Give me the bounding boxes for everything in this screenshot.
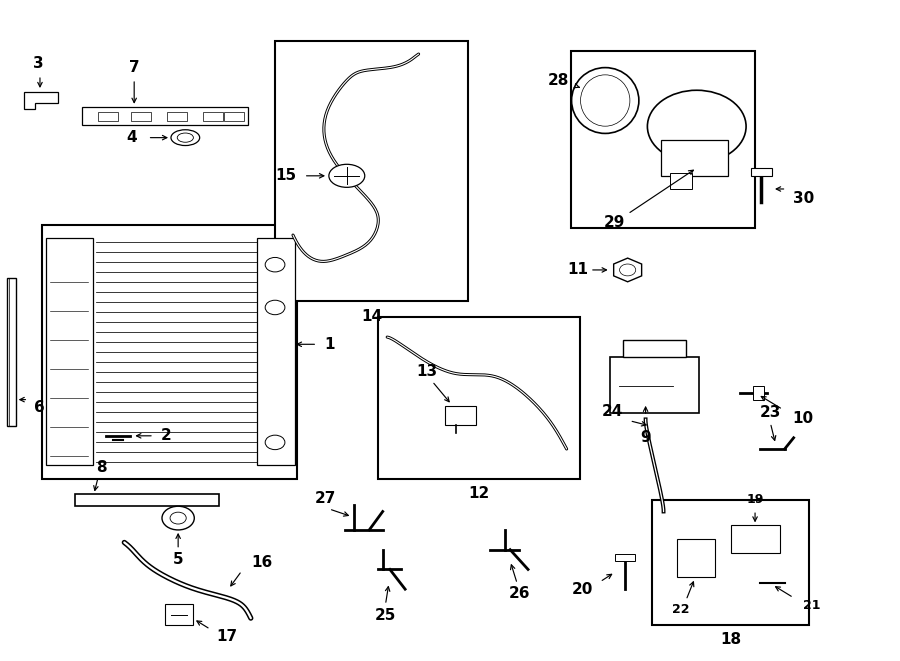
Bar — [670, 173, 692, 189]
Bar — [572, 51, 755, 229]
Text: 23: 23 — [760, 405, 781, 420]
Text: 18: 18 — [720, 633, 741, 647]
Bar — [378, 317, 580, 479]
Circle shape — [170, 512, 186, 524]
Circle shape — [619, 264, 635, 276]
Bar — [623, 340, 686, 357]
Bar — [677, 539, 715, 577]
Text: 25: 25 — [374, 608, 396, 623]
Text: 3: 3 — [33, 56, 43, 71]
Text: 26: 26 — [508, 586, 530, 602]
Bar — [167, 112, 187, 121]
Text: 24: 24 — [602, 404, 623, 419]
Polygon shape — [23, 92, 58, 109]
Text: 19: 19 — [746, 492, 764, 506]
Bar — [41, 225, 298, 479]
Polygon shape — [614, 258, 642, 282]
Ellipse shape — [328, 165, 364, 187]
Text: 15: 15 — [275, 169, 296, 183]
Circle shape — [647, 91, 746, 163]
Text: 2: 2 — [161, 428, 172, 444]
Bar — [75, 494, 219, 506]
Bar — [275, 41, 468, 301]
Bar — [652, 500, 809, 625]
Text: 22: 22 — [671, 603, 689, 616]
Text: 30: 30 — [793, 191, 814, 206]
Text: 7: 7 — [129, 60, 140, 75]
Text: 27: 27 — [315, 491, 336, 506]
Bar — [609, 357, 699, 412]
Bar — [203, 112, 223, 121]
Text: 14: 14 — [361, 309, 382, 323]
Bar — [615, 554, 634, 561]
Bar — [46, 239, 93, 465]
Ellipse shape — [177, 133, 194, 142]
Circle shape — [266, 435, 285, 449]
Ellipse shape — [580, 75, 630, 126]
Bar — [98, 112, 118, 121]
Text: 29: 29 — [604, 215, 625, 230]
Circle shape — [162, 506, 194, 530]
Text: 16: 16 — [251, 555, 272, 570]
Bar — [224, 112, 244, 121]
Ellipse shape — [572, 67, 639, 134]
Bar — [751, 168, 772, 176]
Text: 28: 28 — [548, 73, 570, 89]
Bar — [445, 407, 476, 424]
Text: 4: 4 — [126, 130, 137, 145]
Ellipse shape — [171, 130, 200, 145]
Text: 21: 21 — [803, 599, 820, 612]
Text: 11: 11 — [568, 262, 589, 278]
Bar — [661, 139, 728, 176]
Circle shape — [266, 257, 285, 272]
Bar — [131, 112, 151, 121]
Text: 9: 9 — [640, 430, 651, 446]
Circle shape — [266, 300, 285, 315]
Bar — [257, 239, 295, 465]
Bar — [165, 604, 194, 625]
Text: 8: 8 — [96, 460, 107, 475]
Text: 5: 5 — [173, 552, 184, 567]
Text: 13: 13 — [416, 364, 437, 379]
Text: 20: 20 — [572, 582, 594, 598]
Bar — [82, 106, 248, 125]
Bar — [731, 525, 780, 553]
Text: 1: 1 — [324, 337, 335, 352]
Text: 6: 6 — [33, 400, 44, 415]
Text: 12: 12 — [469, 486, 490, 501]
Text: 17: 17 — [217, 629, 238, 644]
Bar — [753, 387, 764, 400]
Text: 10: 10 — [792, 410, 813, 426]
Bar — [7, 278, 15, 426]
